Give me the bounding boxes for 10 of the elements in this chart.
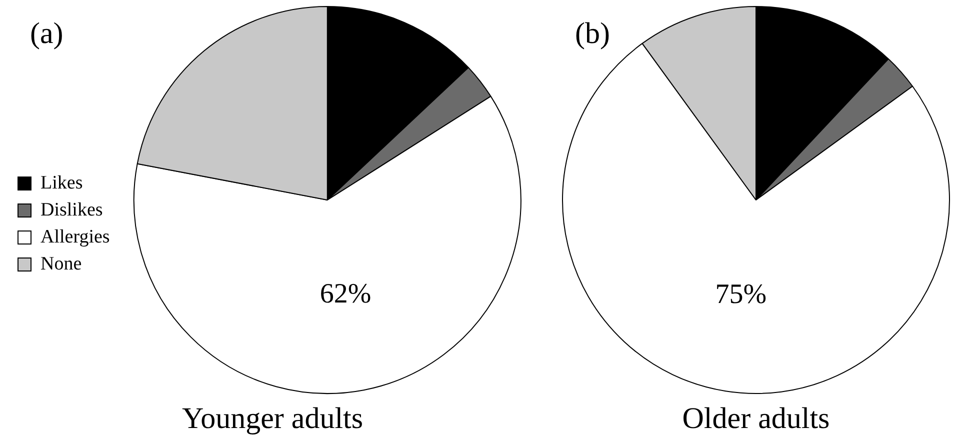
legend-label: None <box>40 253 82 274</box>
text: Older adults <box>682 402 830 435</box>
data-label: 62% <box>320 278 372 310</box>
legend-label: Allergies <box>40 226 110 248</box>
data-label: 75% <box>715 278 767 310</box>
text: Younger adults <box>182 402 364 435</box>
legend-label: Likes <box>40 172 83 194</box>
text: (b) <box>575 16 610 50</box>
legend-label: Dislikes <box>40 199 103 220</box>
text: (a) <box>30 16 64 50</box>
